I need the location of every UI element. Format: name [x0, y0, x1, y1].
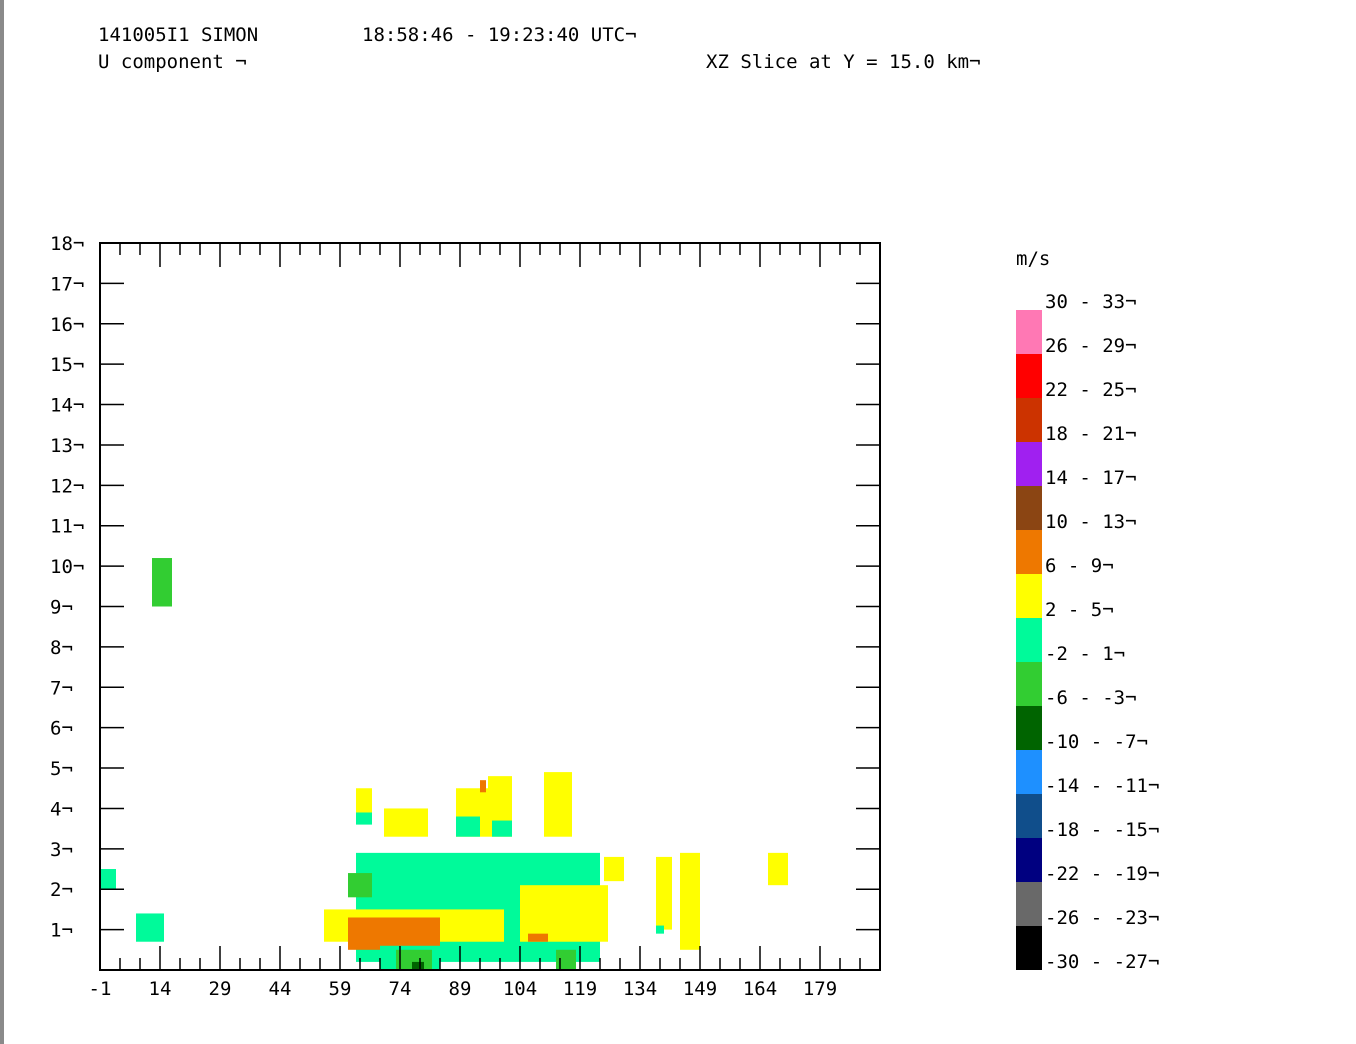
- x-tick-label: -1: [89, 978, 112, 1000]
- y-tick-label: 18¬: [50, 233, 84, 255]
- legend-swatch: [1016, 706, 1042, 750]
- data-region-10: [492, 820, 512, 837]
- legend-label: -22 - -19¬: [1045, 863, 1159, 885]
- legend-label: 22 - 25¬: [1045, 379, 1137, 401]
- legend-label: 30 - 33¬: [1045, 291, 1137, 313]
- x-tick-label: 104: [503, 978, 537, 1000]
- data-region-14: [680, 852, 700, 950]
- data-region-20: [348, 917, 440, 950]
- data-region-26: [556, 949, 576, 970]
- y-tick-label: 15¬: [50, 354, 84, 376]
- y-tick-label: 9¬: [50, 597, 73, 619]
- legend-label: -14 - -11¬: [1045, 775, 1159, 797]
- y-tick-label: 12¬: [50, 475, 84, 497]
- data-region-5: [384, 808, 428, 837]
- data-region-4: [356, 812, 372, 825]
- legend-label: -6 - -3¬: [1045, 687, 1137, 709]
- legend-swatch: [1016, 750, 1042, 794]
- data-regions: [100, 558, 788, 970]
- data-region-16: [656, 925, 664, 934]
- time-range-label: 18:58:46 - 19:23:40 UTC¬: [362, 24, 637, 46]
- data-region-1: [100, 869, 116, 890]
- y-tick-label: 5¬: [50, 758, 73, 780]
- legend-swatch: [1016, 618, 1042, 662]
- data-region-22: [348, 873, 372, 898]
- legend-label: -26 - -23¬: [1045, 907, 1159, 929]
- x-tick-label: 14: [149, 978, 172, 1000]
- data-region-21: [528, 933, 548, 942]
- data-region-12: [604, 856, 624, 882]
- x-tick-label: 44: [269, 978, 292, 1000]
- y-tick-label: 7¬: [50, 677, 73, 699]
- legend-swatch: [1016, 662, 1042, 706]
- legend-label: -2 - 1¬: [1045, 643, 1125, 665]
- x-tick-label: 59: [329, 978, 352, 1000]
- y-tick-label: 13¬: [50, 435, 84, 457]
- y-tick-label: 2¬: [50, 879, 73, 901]
- data-region-15: [768, 852, 788, 886]
- legend-unit: m/s: [1016, 248, 1050, 270]
- y-tick-label: 6¬: [50, 718, 73, 740]
- y-tick-label: 11¬: [50, 516, 84, 538]
- y-tick-label: 8¬: [50, 637, 73, 659]
- legend-swatch: [1016, 574, 1042, 618]
- x-tick-label: 179: [803, 978, 837, 1000]
- data-region-11: [544, 772, 572, 837]
- data-region-25: [412, 961, 424, 970]
- field-label: U component ¬: [98, 51, 247, 73]
- legend-label: 14 - 17¬: [1045, 467, 1137, 489]
- y-tick-label: 17¬: [50, 273, 84, 295]
- y-tick-label: 14¬: [50, 395, 84, 417]
- x-tick-label: 134: [623, 978, 657, 1000]
- data-region-8: [480, 780, 486, 793]
- legend-label: 18 - 21¬: [1045, 423, 1137, 445]
- legend-swatch: [1016, 882, 1042, 926]
- data-region-13: [656, 856, 672, 930]
- x-tick-label: 89: [449, 978, 472, 1000]
- y-tick-label: 4¬: [50, 798, 73, 820]
- legend-label: -10 - -7¬: [1045, 731, 1148, 753]
- data-region-0: [152, 558, 172, 607]
- data-region-2: [136, 913, 164, 942]
- legend-swatch: [1016, 926, 1042, 970]
- legend-label: -30 - -27¬: [1045, 951, 1159, 973]
- data-region-3: [356, 788, 372, 813]
- x-tick-label: 74: [389, 978, 412, 1000]
- legend-swatch: [1016, 354, 1042, 398]
- window-left-border: [0, 0, 4, 1044]
- x-tick-label: 164: [743, 978, 777, 1000]
- x-tick-label: 119: [563, 978, 597, 1000]
- slice-label: XZ Slice at Y = 15.0 km¬: [706, 51, 981, 73]
- data-region-7: [456, 816, 480, 837]
- legend-label: 26 - 29¬: [1045, 335, 1137, 357]
- legend-label: -18 - -15¬: [1045, 819, 1159, 841]
- y-tick-label: 16¬: [50, 314, 84, 336]
- legend-swatch: [1016, 398, 1042, 442]
- storm-id-label: 141005I1 SIMON: [98, 24, 259, 46]
- color-legend: m/s 30 - 33¬ 26 - 29¬ 22 - 25¬ 18 - 21¬ 14 - …: [1016, 248, 1159, 973]
- plot-axes: -1 14 29 44 59 74 89 104 119 134 149 164 179 1¬ 2¬ 3¬ 4¬…: [50, 233, 881, 1000]
- x-tick-label: 29: [209, 978, 232, 1000]
- legend-swatch: [1016, 530, 1042, 574]
- legend-label: 10 - 13¬: [1045, 511, 1137, 533]
- legend-swatch: [1016, 310, 1042, 354]
- legend-swatch: [1016, 442, 1042, 486]
- legend-swatch: [1016, 486, 1042, 530]
- y-tick-label: 1¬: [50, 920, 73, 942]
- y-tick-label: 3¬: [50, 839, 73, 861]
- legend-label: 6 - 9¬: [1045, 555, 1114, 577]
- legend-label: 2 - 5¬: [1045, 599, 1114, 621]
- data-region-19: [520, 885, 608, 942]
- legend-swatch: [1016, 794, 1042, 838]
- x-tick-label: 149: [683, 978, 717, 1000]
- y-tick-label: 10¬: [50, 556, 84, 578]
- legend-swatch: [1016, 838, 1042, 882]
